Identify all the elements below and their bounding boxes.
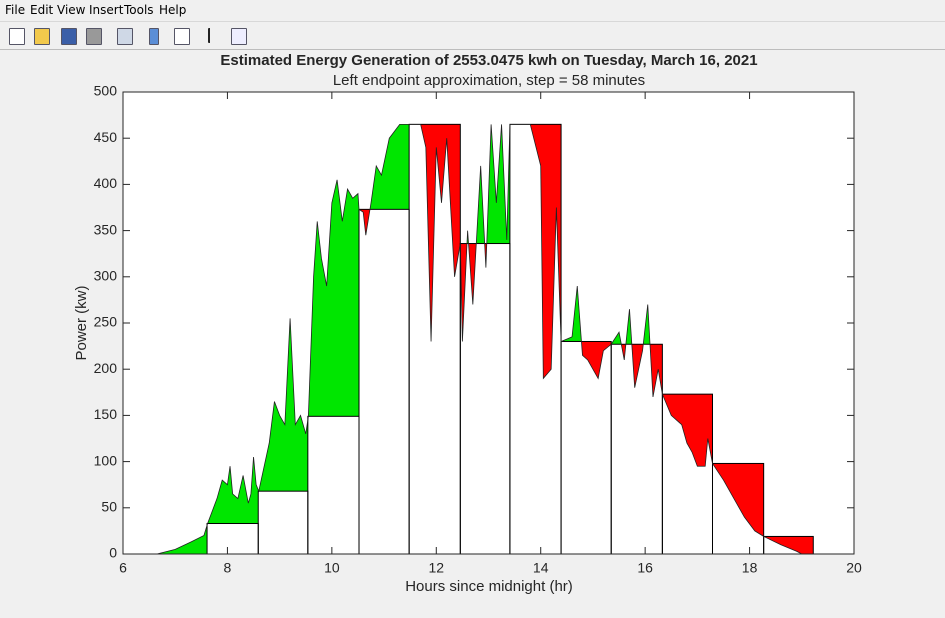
excess-area <box>369 124 410 210</box>
y-tick-label: 300 <box>94 268 118 284</box>
open-button[interactable] <box>34 28 50 45</box>
excess-area <box>258 318 308 492</box>
deficit-area <box>409 124 461 342</box>
toolbar <box>0 21 945 50</box>
print-button[interactable] <box>86 28 102 45</box>
x-tick-label: 18 <box>742 560 758 576</box>
x-tick-label: 6 <box>119 560 127 576</box>
menu-item[interactable]: Tools <box>124 3 154 17</box>
excess-area <box>207 456 259 524</box>
y-tick-label: 50 <box>101 499 117 515</box>
y-tick-label: 450 <box>94 129 118 145</box>
menu-item[interactable]: Edit <box>30 3 54 17</box>
y-tick-label: 100 <box>94 452 118 468</box>
y-tick-label: 250 <box>94 314 118 330</box>
excess-area <box>460 124 510 244</box>
excess-area <box>156 525 208 554</box>
pointer-button[interactable] <box>208 28 218 43</box>
power-curve <box>156 123 814 555</box>
y-tick-label: 0 <box>109 545 117 561</box>
chart-title: Estimated Energy Generation of 2553.0475… <box>220 52 757 69</box>
menu-item[interactable]: Help <box>159 3 187 17</box>
new-button[interactable] <box>9 28 25 45</box>
save-button[interactable] <box>61 28 77 45</box>
colorbar-button[interactable] <box>149 28 159 45</box>
x-tick-label: 20 <box>846 560 862 576</box>
excess-area <box>307 179 360 417</box>
deficit-area <box>561 341 612 379</box>
x-tick-label: 10 <box>324 560 340 576</box>
menu-bar: File Edit View Insert Tools Help <box>0 0 945 20</box>
y-tick-label: 150 <box>94 406 118 422</box>
excess-area <box>561 286 582 342</box>
legend-button[interactable] <box>174 28 190 45</box>
excess-area <box>611 304 650 345</box>
deficit-area <box>359 209 410 236</box>
property-button[interactable] <box>231 28 247 45</box>
menu-item[interactable]: Insert <box>89 3 124 17</box>
x-axis-label: Hours since midnight (hr) <box>405 578 573 595</box>
menu-item[interactable]: View <box>57 3 86 17</box>
deficit-area <box>460 243 510 342</box>
deficit-area <box>763 536 814 554</box>
x-tick-label: 14 <box>533 560 549 576</box>
deficit-area <box>712 463 764 537</box>
y-tick-label: 350 <box>94 221 118 237</box>
y-tick-label: 200 <box>94 360 118 376</box>
y-axis-label: Power (kw) <box>73 285 90 360</box>
x-tick-label: 16 <box>637 560 653 576</box>
chart-subtitle: Left endpoint approximation, step = 58 m… <box>333 72 645 89</box>
deficit-area <box>509 124 562 379</box>
deficit-area <box>662 394 713 467</box>
print-preview-button[interactable] <box>117 28 133 45</box>
x-tick-label: 12 <box>428 560 444 576</box>
y-tick-label: 400 <box>94 175 118 191</box>
menu-item[interactable]: File <box>5 3 26 17</box>
y-tick-label: 500 <box>94 83 118 99</box>
x-tick-label: 8 <box>224 560 232 576</box>
